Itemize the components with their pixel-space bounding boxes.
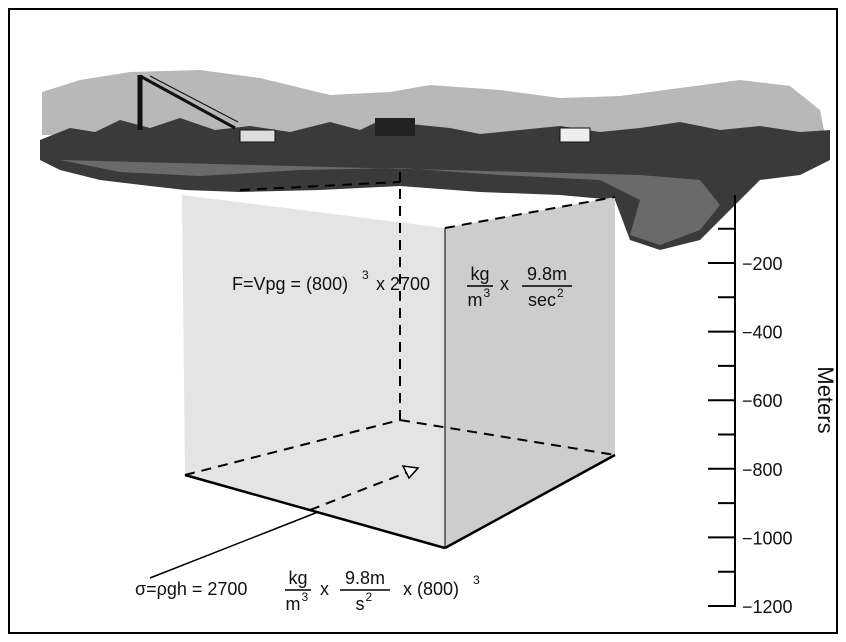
page: {"force_equation": {"lhs": "F=Vpg = (800… [0,0,846,642]
exponent: 3 [362,268,369,282]
tick-label: −600 [742,391,783,411]
exponent: 3 [302,590,309,604]
figure: −200 −400 −600 −800 −1000 −1200 Meters F=Vpg … [0,0,846,642]
equation-text: x 2700 [376,274,430,294]
denominator: sec [528,290,556,310]
tick-label: −800 [742,460,783,480]
scale-label: Meters [813,366,838,433]
numerator: kg [470,264,489,284]
tick-label: −400 [742,323,783,343]
exponent: 3 [484,286,491,300]
equation-text: x (800) [403,579,459,599]
exponent: 3 [473,573,480,587]
numerator: 9.8m [345,568,385,588]
numerator: kg [288,568,307,588]
numerator: 9.8m [527,264,567,284]
denominator: m [468,290,483,310]
tick-label: −1000 [742,528,793,548]
equation-text: x [500,274,509,294]
exponent: 2 [366,590,373,604]
denominator: s [356,594,365,614]
denominator: m [286,594,301,614]
equation-text: F=Vpg = (800) [232,274,348,294]
tick-label: −1200 [742,597,793,617]
exponent: 2 [557,286,564,300]
equation-text: σ=ρgh = 2700 [135,579,247,599]
equation-text: x [320,579,329,599]
tick-label: −200 [742,254,783,274]
